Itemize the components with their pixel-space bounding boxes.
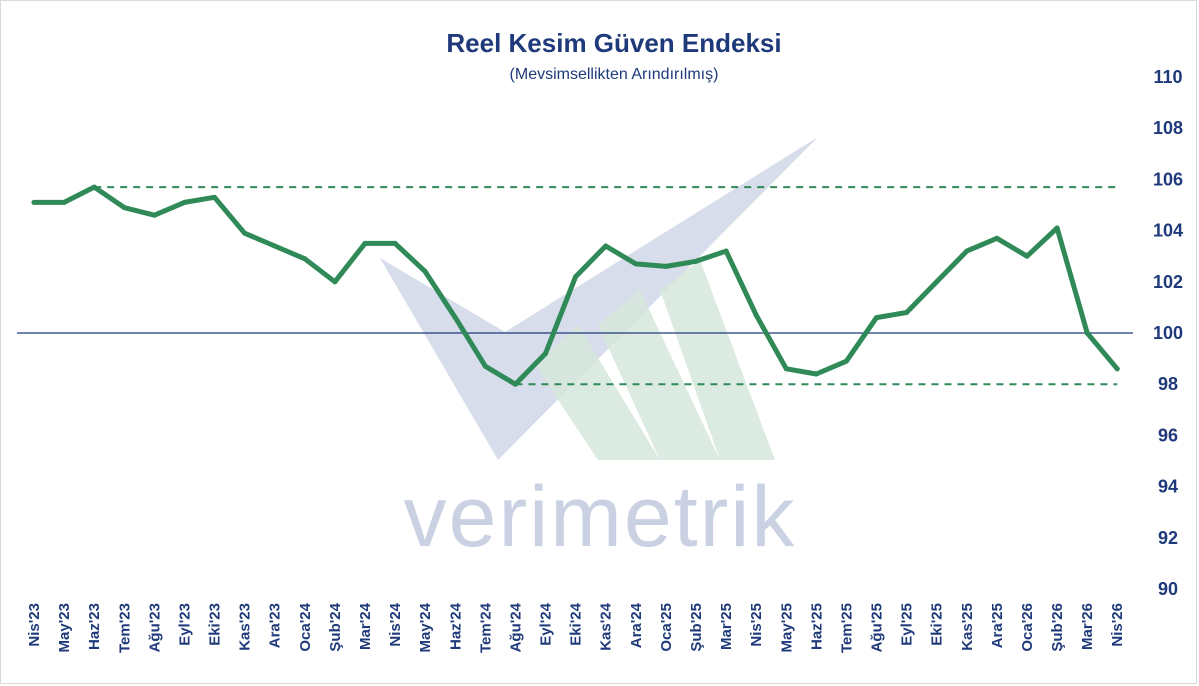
data-point-36 (1114, 366, 1120, 372)
x-tick-label: Mar'24 (357, 602, 374, 650)
y-tick-label: 106 (1153, 169, 1183, 189)
x-tick-label: Eki'25 (929, 603, 946, 646)
watermark-check-mark (380, 137, 818, 460)
data-point-28 (874, 315, 880, 321)
data-point-20 (633, 261, 639, 267)
data-point-4 (151, 212, 157, 218)
chart-subtitle: (Mevsimsellikten Arındırılmış) (510, 66, 719, 83)
x-tick-label: Tem'24 (477, 602, 494, 653)
x-tick-label: Ağu'24 (507, 602, 524, 652)
data-point-34 (1054, 225, 1060, 231)
x-tick-label: Eyl'25 (899, 603, 916, 646)
data-point-10 (332, 279, 338, 285)
x-tick-label: Şub'26 (1049, 603, 1066, 652)
data-point-7 (242, 230, 248, 236)
reference-lines (17, 186, 1133, 386)
data-point-2 (91, 184, 97, 190)
data-point-22 (693, 258, 699, 264)
x-tick-label: Ağu'25 (869, 603, 886, 652)
data-point-35 (1084, 330, 1090, 336)
watermark-stripe-1 (535, 325, 660, 460)
data-point-26 (813, 371, 819, 377)
x-tick-label: Oca'25 (658, 603, 675, 652)
y-tick-label: 110 (1153, 67, 1182, 87)
y-tick-label: 96 (1158, 425, 1178, 445)
x-tick-label: Eki'23 (207, 603, 224, 646)
data-point-8 (272, 243, 278, 249)
x-tick-label: Ara'25 (989, 603, 1006, 648)
x-tick-label: Haz'24 (447, 602, 464, 650)
data-point-1 (61, 199, 67, 205)
watermark-stripe-3 (660, 260, 775, 460)
x-tick-label: Oca'26 (1019, 603, 1036, 652)
data-point-31 (964, 248, 970, 254)
y-tick-label: 104 (1153, 221, 1183, 241)
x-tick-label: Şub'25 (688, 603, 705, 652)
x-tick-label: Eki'24 (568, 602, 585, 645)
x-tick-label: May'24 (417, 602, 434, 652)
x-tick-label: Tem'23 (116, 603, 133, 653)
x-tick-label: Oca'24 (297, 602, 314, 651)
data-point-16 (512, 381, 518, 387)
x-axis: Nis'23 May'23 Haz'23 Tem'23 Ağu'23 Eyl'23 Eki'… (26, 602, 1126, 653)
series-group (31, 184, 1120, 387)
data-point-19 (603, 243, 609, 249)
data-point-17 (543, 350, 549, 356)
x-tick-label: Eyl'23 (176, 603, 193, 646)
chart-title: Reel Kesim Güven Endeksi (446, 28, 781, 58)
data-point-11 (362, 240, 368, 246)
x-tick-label: Ara'24 (628, 602, 645, 648)
data-point-15 (482, 363, 488, 369)
x-tick-label: Nis'24 (387, 602, 404, 646)
x-tick-label: Kas'25 (959, 603, 976, 651)
data-point-18 (573, 274, 579, 280)
x-tick-label: Mar'26 (1079, 603, 1096, 650)
data-point-3 (121, 205, 127, 211)
data-point-6 (212, 194, 218, 200)
x-tick-label: Mar'25 (718, 603, 735, 650)
y-tick-label: 100 (1153, 323, 1183, 343)
y-tick-label: 92 (1158, 528, 1178, 548)
data-point-25 (783, 366, 789, 372)
data-point-13 (422, 269, 428, 275)
x-tick-label: Şub'24 (327, 602, 344, 651)
data-point-30 (934, 279, 940, 285)
x-tick-label: Eyl'24 (538, 602, 555, 645)
data-point-24 (753, 312, 759, 318)
data-point-23 (723, 248, 729, 254)
data-point-33 (1024, 253, 1030, 259)
y-axis: 90 92 94 96 98 100 102 104 106 108 110 (1153, 67, 1183, 599)
x-tick-label: Kas'24 (598, 602, 615, 650)
x-tick-label: May'25 (778, 603, 795, 652)
x-tick-label: Nis'23 (26, 603, 43, 647)
x-tick-label: Haz'25 (808, 603, 825, 650)
data-point-21 (663, 263, 669, 269)
y-tick-label: 102 (1153, 272, 1183, 292)
verimetrik-watermark: verimetrik (380, 137, 818, 565)
x-tick-label: Tem'25 (838, 603, 855, 653)
x-tick-label: Nis'26 (1109, 603, 1126, 647)
x-tick-label: Kas'23 (237, 603, 254, 651)
y-tick-label: 98 (1158, 374, 1178, 394)
data-point-9 (302, 256, 308, 262)
x-tick-label: Ağu'23 (146, 603, 163, 652)
y-tick-label: 90 (1158, 579, 1178, 599)
y-tick-label: 94 (1158, 477, 1178, 497)
x-tick-label: May'23 (56, 603, 73, 652)
x-tick-label: Haz'23 (86, 603, 103, 650)
x-tick-label: Nis'25 (748, 603, 765, 647)
watermark-logo-text: verimetrik (404, 469, 797, 565)
y-tick-label: 108 (1153, 118, 1183, 138)
data-point-0 (31, 199, 37, 205)
data-point-27 (843, 358, 849, 364)
x-tick-label: Ara'23 (267, 603, 284, 648)
data-point-12 (392, 240, 398, 246)
data-point-32 (994, 235, 1000, 241)
data-point-29 (904, 310, 910, 316)
data-point-14 (452, 315, 458, 321)
data-point-5 (181, 199, 187, 205)
